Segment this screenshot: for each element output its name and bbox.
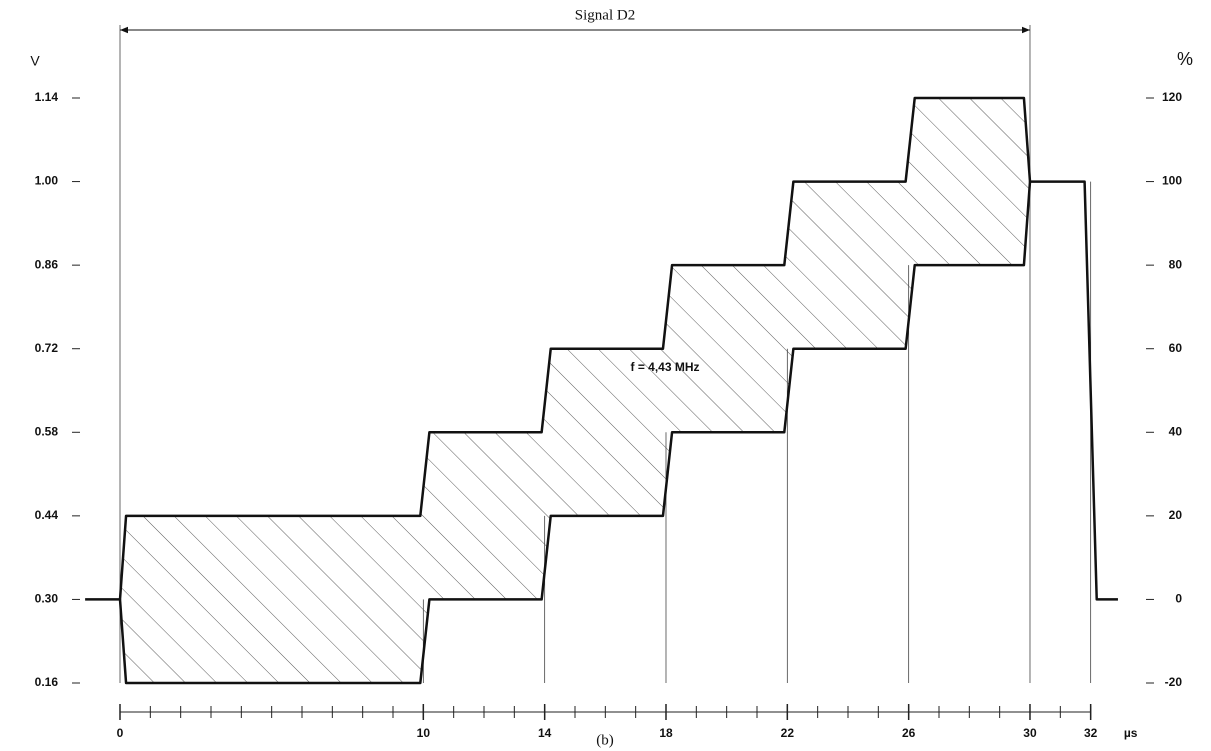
y2-tick-label: 60 <box>1169 341 1183 355</box>
signal-line <box>85 96 1118 601</box>
y-tick-label: 0.44 <box>35 508 59 522</box>
x-tick-label: 22 <box>781 726 795 740</box>
y-tick-label: 1.14 <box>35 90 59 104</box>
x-tick-label: 30 <box>1023 726 1037 740</box>
x-tick-label: 26 <box>902 726 916 740</box>
signal-line <box>118 181 1032 685</box>
y2-tick-label: 80 <box>1169 257 1183 271</box>
y2-tick-label: 40 <box>1169 424 1183 438</box>
x-tick-label: 10 <box>417 726 431 740</box>
x-tick-label: 0 <box>117 726 124 740</box>
y-tick-label: 0.30 <box>35 592 59 606</box>
y-tick-label: 0.72 <box>35 341 59 355</box>
y2-tick-label: 100 <box>1162 174 1182 188</box>
y-axis-label: V <box>30 53 40 69</box>
chart-title: Signal D2 <box>575 7 635 23</box>
annotation: (b) <box>596 732 614 748</box>
y2-tick-label: 20 <box>1169 508 1183 522</box>
x-tick-label: 18 <box>659 726 673 740</box>
y2-axis-label: % <box>1177 49 1193 69</box>
x-tick-label: 14 <box>538 726 552 740</box>
hatch-area <box>120 98 1030 683</box>
y-tick-label: 0.16 <box>35 675 59 689</box>
y-tick-label: 0.86 <box>35 257 59 271</box>
x-tick-label: 32 <box>1084 726 1098 740</box>
x-axis-label: µs <box>1124 726 1138 740</box>
annotation: f = 4,43 MHz <box>630 360 699 374</box>
y2-tick-label: -20 <box>1165 675 1183 689</box>
y-tick-label: 0.58 <box>35 424 59 438</box>
y-tick-label: 1.00 <box>35 174 59 188</box>
y2-tick-label: 120 <box>1162 90 1182 104</box>
y2-tick-label: 0 <box>1175 592 1182 606</box>
